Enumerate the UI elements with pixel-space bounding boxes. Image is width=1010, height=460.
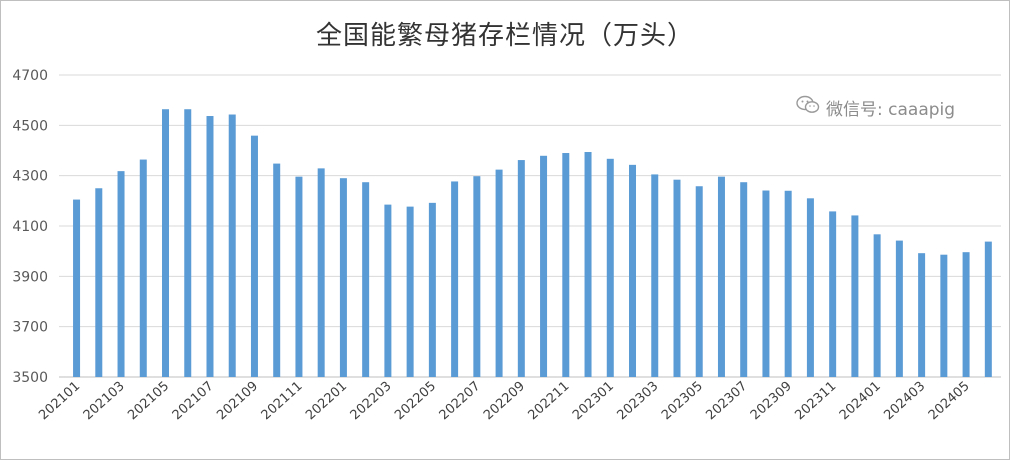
- bar: [473, 176, 481, 377]
- bar: [250, 135, 258, 377]
- bar: [228, 114, 236, 378]
- bar: [339, 178, 347, 377]
- bar: [562, 153, 570, 377]
- x-tick-label: 202303: [614, 379, 661, 423]
- bar: [806, 198, 814, 377]
- bar: [651, 174, 659, 377]
- bar: [762, 190, 770, 377]
- x-tick-label: 202307: [703, 379, 750, 423]
- chart-title: 全国能繁母猪存栏情况（万头）: [315, 21, 694, 51]
- x-tick-label: 202301: [570, 379, 617, 423]
- bar: [717, 176, 725, 377]
- bar: [184, 109, 192, 377]
- bar: [829, 211, 837, 377]
- y-tick-label: 4300: [12, 169, 48, 185]
- bar: [317, 168, 325, 377]
- bar: [162, 109, 170, 377]
- bar: [406, 206, 414, 377]
- y-tick-label: 4100: [12, 219, 48, 235]
- bar: [673, 179, 681, 377]
- bar: [451, 181, 459, 377]
- bar: [851, 215, 859, 377]
- bar: [384, 204, 392, 377]
- bar: [940, 254, 948, 377]
- bar: [139, 159, 147, 377]
- bar: [918, 253, 926, 377]
- bar: [117, 171, 125, 377]
- bar: [695, 186, 703, 377]
- wechat-icon: [796, 95, 820, 120]
- x-tick-label: 202305: [659, 379, 706, 423]
- bar: [962, 252, 970, 377]
- bar: [540, 155, 548, 377]
- x-tick-label: 202205: [392, 379, 439, 423]
- x-tick-label: 202103: [81, 379, 128, 423]
- bar: [273, 163, 281, 377]
- bar: [495, 169, 503, 377]
- bar: [606, 158, 614, 377]
- y-tick-label: 4700: [12, 68, 48, 84]
- x-tick-label: 202309: [748, 379, 795, 423]
- x-tick-label: 202403: [881, 379, 928, 423]
- y-tick-label: 3500: [12, 370, 48, 386]
- x-tick-label: 202203: [348, 379, 395, 423]
- bar: [873, 234, 881, 377]
- bar: [629, 164, 637, 377]
- x-tick-label: 202207: [437, 379, 484, 423]
- bar: [73, 199, 81, 377]
- x-tick-label: 202401: [837, 379, 884, 423]
- x-tick-label: 202211: [526, 379, 573, 423]
- watermark-text: 微信号: caaapig: [826, 100, 956, 120]
- watermark: 微信号: caaapig: [796, 95, 955, 120]
- x-tick-label: 202209: [481, 379, 528, 423]
- y-tick-label: 4500: [12, 118, 48, 134]
- bar: [895, 240, 903, 377]
- bar: [295, 176, 303, 377]
- bar: [984, 241, 992, 377]
- bar: [740, 182, 748, 377]
- bar: [584, 152, 592, 377]
- bar: [206, 116, 214, 377]
- x-tick-label: 202109: [214, 379, 261, 423]
- x-tick-label: 202201: [303, 379, 350, 423]
- y-tick-label: 3700: [12, 320, 48, 336]
- x-tick-label: 202107: [170, 379, 217, 423]
- y-tick-label: 3900: [12, 269, 48, 285]
- bar: [95, 188, 103, 377]
- x-tick-label: 202105: [125, 379, 172, 423]
- bar: [362, 182, 370, 377]
- x-tick-label: 202311: [792, 379, 839, 423]
- bar: [517, 160, 525, 377]
- bar: [784, 190, 792, 377]
- bar: [428, 202, 436, 377]
- x-tick-label: 202405: [926, 379, 973, 423]
- x-tick-label: 202111: [259, 379, 306, 423]
